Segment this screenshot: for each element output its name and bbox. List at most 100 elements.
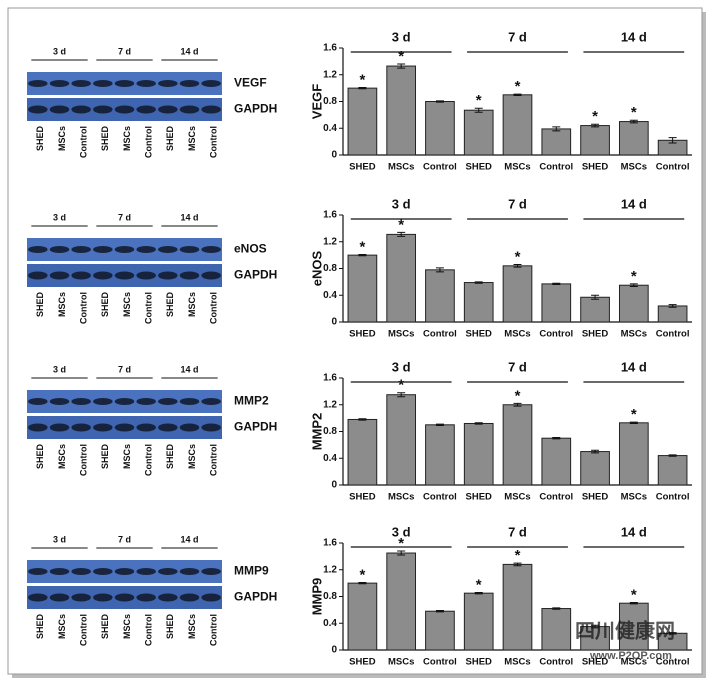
blot-band (114, 423, 135, 432)
bar (502, 94, 533, 156)
blot-band (114, 246, 135, 253)
blot-band (201, 568, 221, 575)
group-label: 7 d (508, 524, 527, 539)
lane-label: SHED (165, 126, 175, 152)
blot-band-label: GAPDH (234, 268, 277, 282)
significance-star: * (359, 566, 365, 583)
x-tick-label: MSCs (621, 657, 647, 668)
y-tick-label: 0 (331, 645, 337, 656)
significance-star: * (631, 406, 637, 423)
blot-band (71, 80, 91, 87)
bar (463, 592, 494, 651)
bar (425, 101, 455, 156)
lane-label: SHED (100, 444, 110, 470)
y-tick-label: 1.6 (323, 373, 337, 384)
x-tick-label: MSCs (504, 492, 530, 503)
significance-star: * (398, 535, 404, 552)
y-tick-label: 1.6 (323, 43, 337, 54)
bar (425, 269, 455, 323)
blot-band (71, 423, 91, 432)
blot-band (93, 568, 113, 575)
x-tick-label: Control (656, 329, 690, 340)
error-bar (668, 632, 677, 635)
lane-label: SHED (165, 614, 175, 640)
y-tick-label: 1.6 (323, 210, 337, 221)
lane-label: Control (209, 292, 219, 324)
x-tick-label: Control (656, 162, 690, 173)
x-tick-label: SHED (466, 329, 493, 340)
blot-band (49, 246, 70, 253)
error-bar (358, 581, 367, 585)
lane-label: Control (209, 444, 219, 476)
group-label: 14 d (621, 359, 647, 374)
blot-band (136, 423, 156, 432)
blot-group-label: 3 d (53, 364, 66, 374)
blot-band (158, 568, 178, 575)
error-bar (397, 392, 406, 398)
group-label: 3 d (392, 196, 411, 211)
bar (502, 265, 533, 323)
error-bar (552, 437, 561, 440)
bar (347, 254, 378, 323)
error-bar (552, 282, 561, 286)
error-bar (591, 123, 600, 128)
lane-label: SHED (100, 614, 110, 640)
error-bar (513, 263, 522, 268)
blot-band (71, 398, 91, 405)
blot-band (179, 398, 200, 405)
blot-band-label: GAPDH (234, 590, 277, 604)
significance-star: * (359, 71, 365, 88)
blot-group-label: 7 d (118, 534, 131, 544)
y-tick-label: 0.4 (323, 618, 337, 629)
lane-label: Control (144, 292, 154, 324)
lane-label: MSCs (187, 444, 197, 469)
bar (657, 455, 688, 486)
error-bar (474, 281, 483, 284)
blot-band (158, 271, 178, 280)
blot-band (179, 423, 200, 432)
lane-label: SHED (100, 292, 110, 318)
x-tick-label: SHED (349, 162, 376, 173)
blot-band (136, 568, 156, 575)
x-tick-label: Control (539, 162, 573, 173)
significance-star: * (631, 586, 637, 603)
bar (347, 87, 378, 156)
error-bar (668, 137, 677, 144)
blot-band (179, 568, 200, 575)
x-tick-label: MSCs (621, 329, 647, 340)
lane-label: SHED (35, 126, 45, 152)
blot-band (114, 80, 135, 87)
blot-band (28, 271, 48, 280)
x-tick-label: SHED (349, 329, 376, 340)
x-tick-label: Control (656, 492, 690, 503)
blot-group-label: 7 d (118, 364, 131, 374)
blot-band (49, 271, 70, 280)
lane-label: MSCs (187, 292, 197, 317)
group-label: 14 d (621, 196, 647, 211)
error-bar (591, 294, 600, 300)
x-tick-label: SHED (466, 657, 493, 668)
significance-star: * (476, 576, 482, 593)
x-tick-label: Control (539, 657, 573, 668)
y-axis-label: MMP9 (309, 578, 324, 616)
blot-group-label: 3 d (53, 534, 66, 544)
blot-band (71, 568, 91, 575)
lane-label: SHED (100, 126, 110, 152)
blot-band (201, 423, 221, 432)
blot-band (201, 246, 221, 253)
error-bar (629, 119, 638, 124)
lane-label: Control (79, 614, 89, 646)
blot-band (136, 271, 156, 280)
blot-band (179, 105, 200, 114)
blot-band (136, 80, 156, 87)
significance-star: * (631, 104, 637, 121)
error-bar (552, 126, 561, 132)
lane-label: SHED (35, 614, 45, 640)
bar (541, 608, 572, 651)
blot-band (201, 80, 221, 87)
group-label: 14 d (621, 524, 647, 539)
blot-band (136, 593, 156, 602)
significance-star: * (515, 78, 521, 95)
bar (541, 283, 572, 323)
